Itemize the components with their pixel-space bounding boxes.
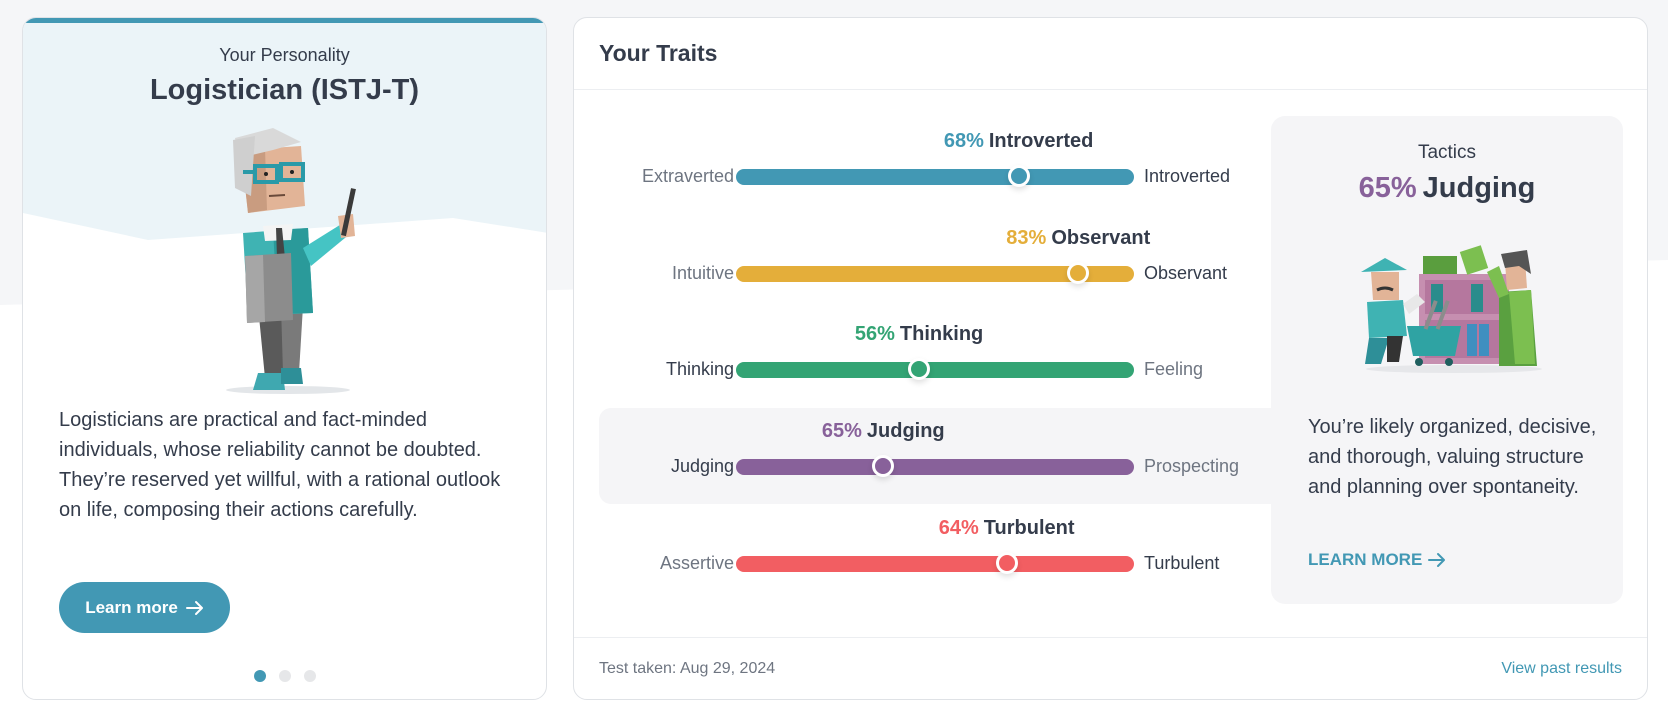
trait-slider-thumb[interactable] [872,455,895,477]
trait-left-label: Thinking [665,359,734,379]
traits-footer: Test taken: Aug 29, 2024 View past resul… [574,637,1647,699]
trait-heading: 65% Judging [822,420,945,443]
trait-heading: 83% Observant [1006,227,1150,250]
trait-percent: 68% [943,130,984,152]
trait-heading: 56% Thinking [855,323,983,346]
trait-percent: 65% [821,420,862,442]
trait-slider-thumb[interactable] [1067,262,1090,284]
trait-bar [736,165,1134,187]
trait-heading: 64% Turbulent [939,517,1075,540]
personality-card: Your Personality Logistician (ISTJ-T) [22,17,547,700]
personality-type-title: Logistician (ISTJ-T) [149,74,420,106]
carousel-dots [23,670,546,682]
trait-name: Judging [866,420,945,442]
trait-left-label: Intuitive [671,263,734,283]
arrow-right-icon [185,600,203,615]
trait-percent: 64% [938,517,979,539]
traits-header: Your Traits [574,18,1647,90]
trait-row-turbulent[interactable]: 64% Turbulent Assertive Turbulent [599,505,1277,601]
arrow-right-icon [1428,553,1446,567]
test-taken-date: Test taken: Aug 29, 2024 [599,659,776,677]
trait-left-label: Assertive [659,553,734,573]
logistician-illustration [226,128,356,394]
trait-left-label: Judging [670,456,734,476]
learn-more-label: Learn more [85,597,178,617]
personality-description: Logisticians are practical and fact-mind… [59,409,501,521]
trait-row-judging[interactable]: 65% Judging Judging Prospecting [599,408,1277,504]
trait-name: Thinking [899,323,984,345]
trait-right-label: Feeling [1144,359,1204,379]
tactics-panel: Tactics 65% Judging [1271,116,1623,604]
trait-right-label: Turbulent [1144,553,1220,573]
trait-row-introverted[interactable]: 68% Introverted Extraverted Introverted [599,118,1277,214]
trait-row-thinking[interactable]: 56% Thinking Thinking Feeling [599,311,1277,407]
traits-title: Your Traits [599,40,718,66]
trait-name: Observant [1051,227,1151,249]
trait-left-label: Extraverted [641,166,734,186]
trait-bar [736,455,1134,477]
tactics-value: 65% Judging [1271,172,1623,205]
trait-name: Introverted [988,130,1094,152]
carousel-dot-2[interactable] [278,670,291,682]
trait-right-label: Introverted [1144,166,1231,186]
trait-name: Turbulent [983,517,1075,539]
trait-bar [736,358,1134,380]
tactics-learn-more-label: LEARN MORE [1308,550,1423,569]
trait-right-label: Prospecting [1144,456,1240,476]
trait-percent: 83% [1006,227,1047,249]
trait-bar [736,262,1134,284]
tactics-percent: 65% [1358,172,1417,204]
trait-slider-thumb[interactable] [908,358,931,380]
trait-right-label: Observant [1144,263,1228,283]
trait-heading: 68% Introverted [944,130,1094,153]
tactics-trait-name: Judging [1422,172,1536,204]
trait-bar [736,552,1134,574]
accent-stripe [23,18,546,23]
traits-card: Your Traits 68% Introverted Extraverted I… [573,17,1648,700]
personality-subtitle: Your Personality [219,45,350,65]
trait-slider-thumb[interactable] [1007,165,1030,187]
carousel-dot-1[interactable] [253,670,266,682]
tactics-learn-more-link[interactable]: LEARN MORE [1308,550,1446,570]
learn-more-button[interactable]: Learn more [59,582,230,633]
trait-slider-thumb[interactable] [995,552,1018,574]
trait-row-observant[interactable]: 83% Observant Intuitive Observant [599,215,1277,311]
carousel-dot-3[interactable] [303,670,316,682]
tactics-illustration [1361,245,1542,373]
tactics-label: Tactics [1417,142,1477,163]
view-past-results-link[interactable]: View past results [1501,659,1622,677]
trait-percent: 56% [854,323,895,345]
tactics-description: You’re likely organized, decisive, and t… [1308,416,1597,498]
